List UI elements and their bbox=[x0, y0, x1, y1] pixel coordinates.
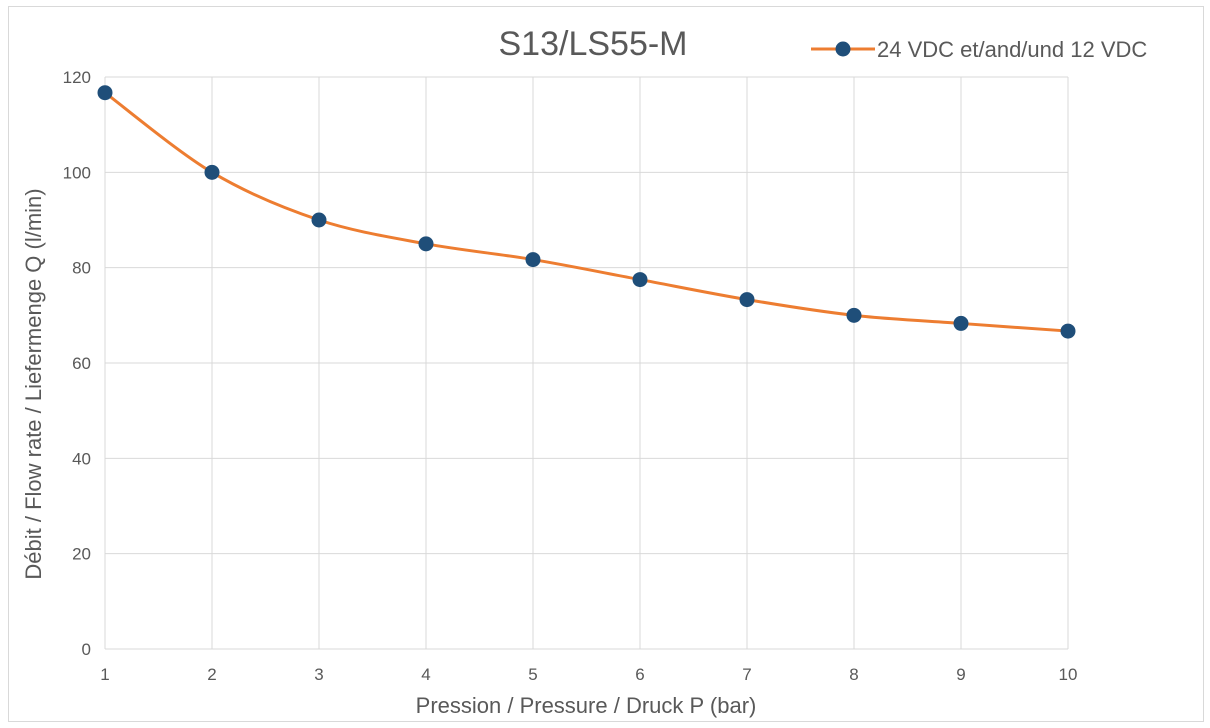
y-axis-title: Débit / Flow rate / Liefermenge Q (l/min… bbox=[21, 188, 46, 579]
x-tick-label: 1 bbox=[100, 665, 109, 684]
x-tick-label: 8 bbox=[849, 665, 858, 684]
y-tick-label: 100 bbox=[63, 163, 91, 182]
data-point bbox=[739, 292, 755, 308]
y-tick-label: 60 bbox=[72, 354, 91, 373]
data-point bbox=[525, 252, 541, 268]
x-tick-label: 2 bbox=[207, 665, 216, 684]
grid-layer bbox=[104, 76, 1069, 650]
legend-marker-swatch bbox=[835, 41, 851, 57]
data-point bbox=[204, 164, 220, 180]
x-tick-label: 3 bbox=[314, 665, 323, 684]
x-tick-label: 4 bbox=[421, 665, 430, 684]
x-tick-label: 7 bbox=[742, 665, 751, 684]
data-point bbox=[418, 236, 434, 252]
x-tick-label: 5 bbox=[528, 665, 537, 684]
x-tick-label: 10 bbox=[1059, 665, 1078, 684]
legend-label: 24 VDC et/and/und 12 VDC bbox=[877, 37, 1147, 62]
y-tick-label: 20 bbox=[72, 545, 91, 564]
data-point bbox=[953, 315, 969, 331]
y-tick-label: 40 bbox=[72, 449, 91, 468]
chart-svg: 0 20 40 60 80 100 120 1 2 3 4 5 6 7 8 9 10 S13/LS55-M Pr… bbox=[21, 25, 1147, 718]
x-tick-label: 9 bbox=[956, 665, 965, 684]
data-point bbox=[632, 272, 648, 288]
chart-title: S13/LS55-M bbox=[499, 25, 688, 63]
series-line bbox=[103, 91, 1070, 333]
series-layer bbox=[97, 85, 1076, 339]
data-point bbox=[1060, 323, 1076, 339]
y-tick-label: 0 bbox=[82, 640, 91, 659]
y-tick-label: 80 bbox=[72, 259, 91, 278]
x-tick-label: 6 bbox=[635, 665, 644, 684]
tick-layer: 0 20 40 60 80 100 120 1 2 3 4 5 6 7 8 9 10 bbox=[63, 68, 1078, 684]
data-point bbox=[97, 85, 113, 101]
chart-frame: 0 20 40 60 80 100 120 1 2 3 4 5 6 7 8 9 10 S13/LS55-M Pr… bbox=[8, 6, 1204, 722]
y-tick-label: 120 bbox=[63, 68, 91, 87]
data-point bbox=[311, 212, 327, 228]
data-point bbox=[846, 307, 862, 323]
legend: 24 VDC et/and/und 12 VDC bbox=[811, 37, 1147, 62]
x-axis-title: Pression / Pressure / Druck P (bar) bbox=[416, 693, 757, 718]
